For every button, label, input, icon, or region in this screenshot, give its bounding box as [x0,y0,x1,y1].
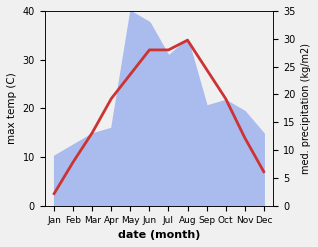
Y-axis label: max temp (C): max temp (C) [7,72,17,144]
Y-axis label: med. precipitation (kg/m2): med. precipitation (kg/m2) [301,43,311,174]
X-axis label: date (month): date (month) [118,230,200,240]
